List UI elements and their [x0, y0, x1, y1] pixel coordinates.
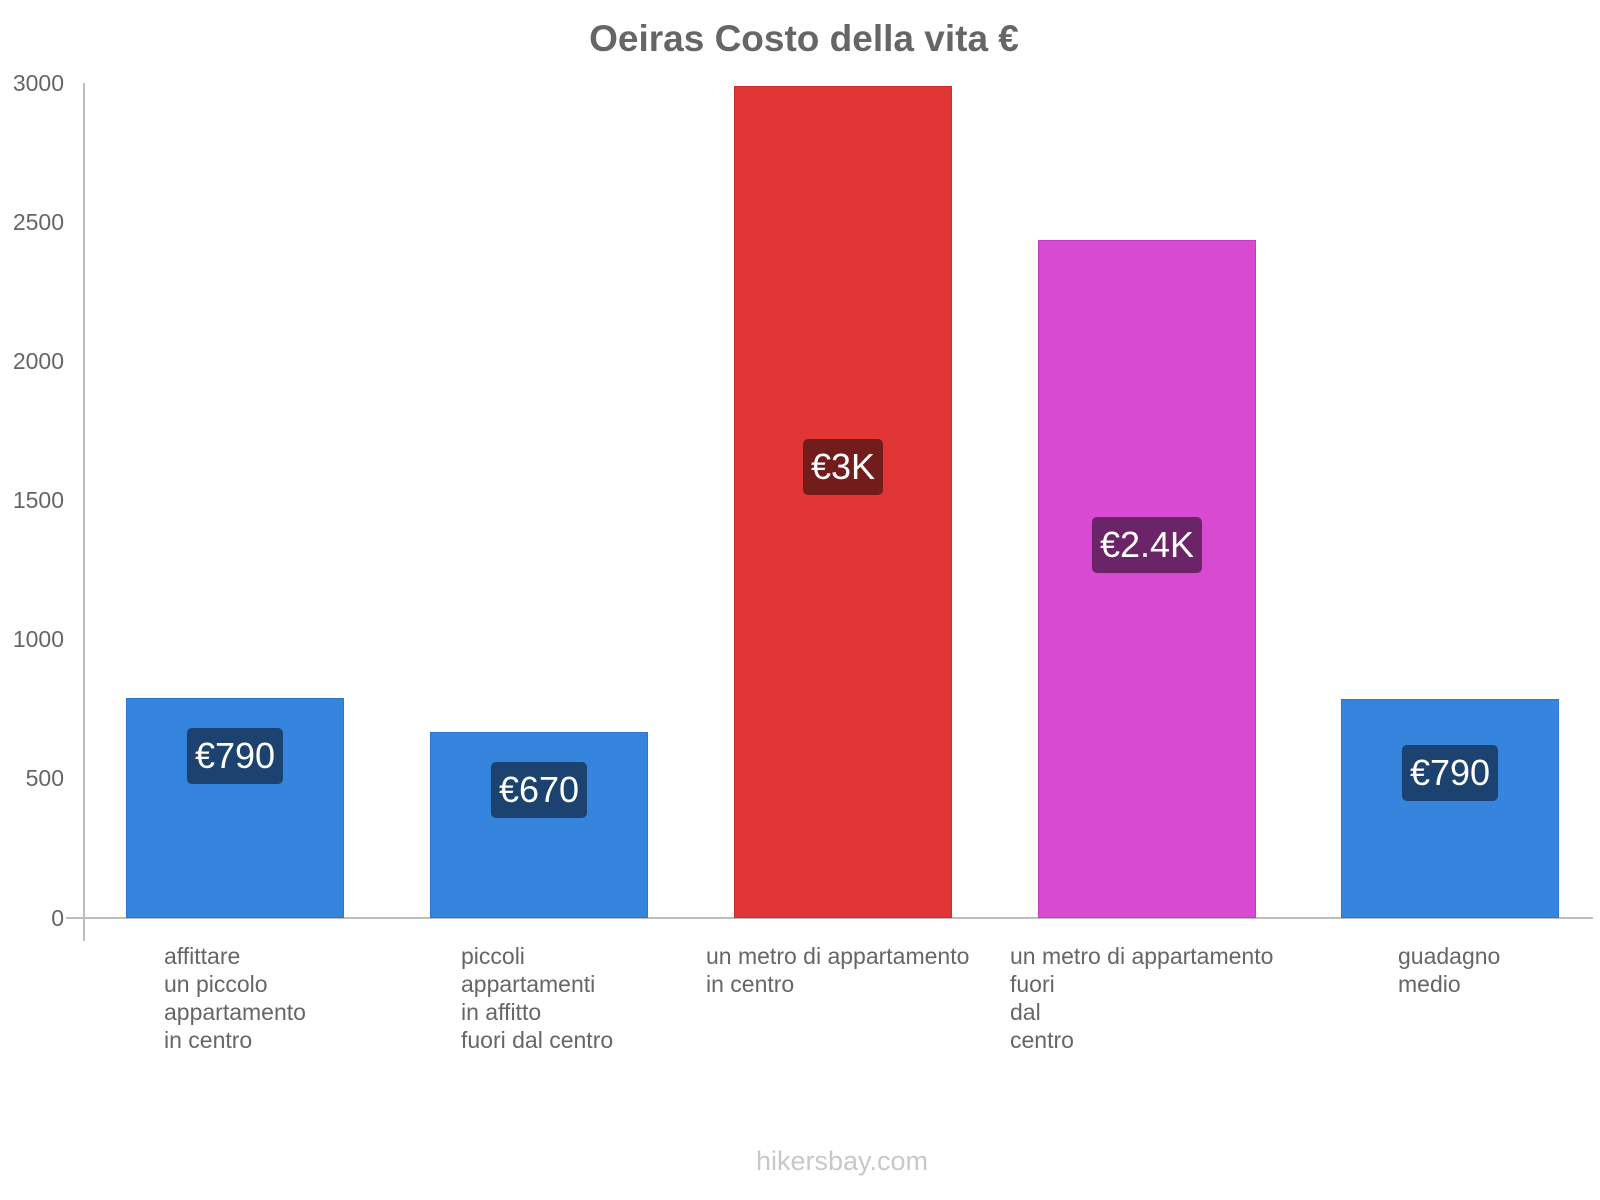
x-category-label: piccoli appartamenti in affitto fuori da…: [461, 943, 614, 1053]
y-axis-line: [83, 83, 85, 941]
x-category-label: un metro di appartamento in centro: [706, 943, 970, 997]
x-category-label: guadagno medio: [1398, 943, 1501, 997]
bar-rent-small-apartment-outside[interactable]: €670: [430, 732, 648, 918]
bar-sqm-price-center[interactable]: €3K: [734, 86, 952, 918]
bar-rent-small-apartment-center[interactable]: €790: [126, 698, 344, 918]
x-category-label: un metro di appartamento fuori dal centr…: [1010, 943, 1274, 1053]
bar-value-label: €790: [186, 728, 284, 784]
y-tick-label: 2000: [12, 348, 64, 374]
bar-average-salary[interactable]: €790: [1341, 699, 1559, 918]
y-tick-label: 500: [25, 765, 64, 791]
y-tick-label: 1500: [12, 487, 64, 513]
bar-value-label: €2.4K: [1091, 517, 1203, 573]
bar-sqm-price-outside[interactable]: €2.4K: [1038, 240, 1256, 918]
y-tick-label: 2500: [12, 209, 64, 235]
bar-value-label: €3K: [802, 439, 884, 495]
x-category-label: affittare un piccolo appartamento in cen…: [164, 943, 306, 1053]
bar-value-label: €670: [490, 762, 588, 818]
x-axis-line: [66, 917, 1593, 919]
y-tick-label: 1000: [12, 626, 64, 652]
y-tick-label: 3000: [12, 70, 64, 96]
y-tick-label: 0: [51, 905, 64, 931]
watermark: hikersbay.com: [755, 1146, 929, 1176]
bar-value-label: €790: [1401, 745, 1499, 801]
chart-title: Oeiras Costo della vita €: [589, 18, 1019, 59]
